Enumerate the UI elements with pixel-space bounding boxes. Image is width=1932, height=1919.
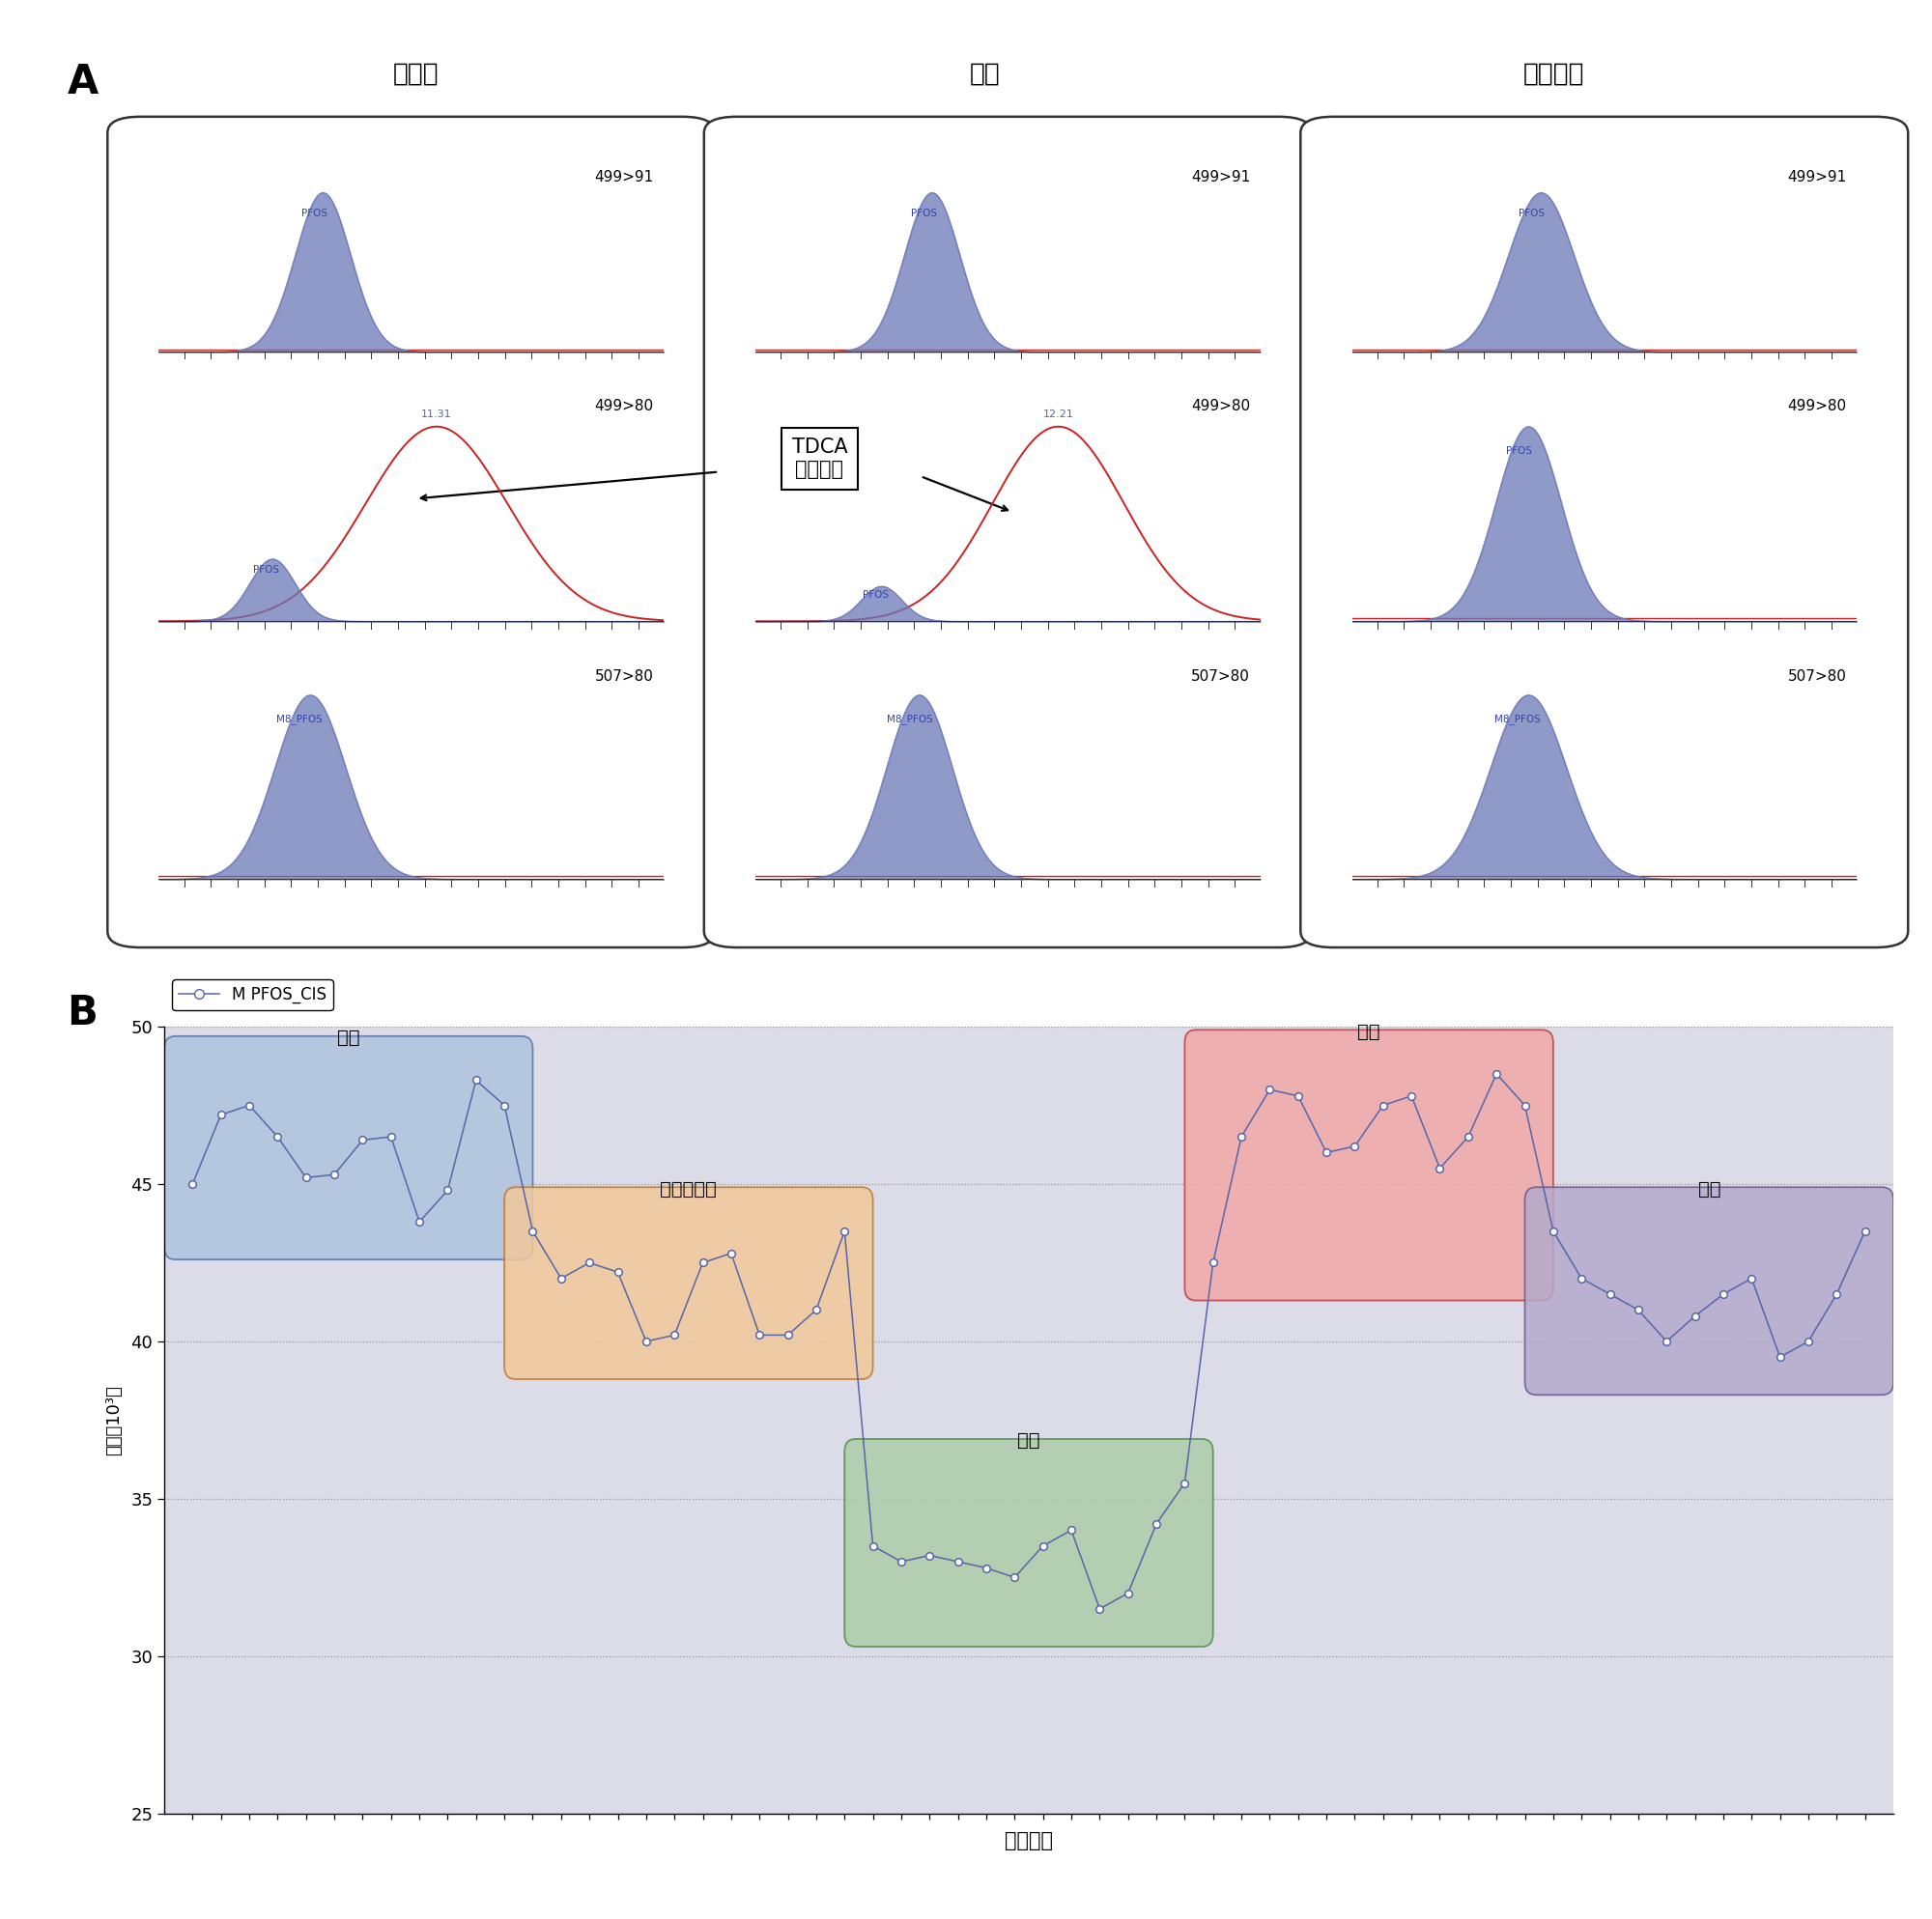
FancyBboxPatch shape	[1300, 117, 1909, 948]
Text: TDCA
干渉物質: TDCA 干渉物質	[792, 438, 848, 480]
Text: 腎臓: 腎臓	[1698, 1180, 1721, 1197]
Text: 牛肉: 牛肉	[1018, 1432, 1039, 1451]
FancyBboxPatch shape	[1184, 1031, 1553, 1301]
FancyBboxPatch shape	[164, 1036, 533, 1259]
Text: 11.31: 11.31	[421, 409, 452, 418]
Text: PFOS: PFOS	[1505, 445, 1532, 455]
Text: B: B	[68, 992, 99, 1032]
Text: 肝臓: 肝臓	[1358, 1023, 1379, 1040]
Text: 牛ひき肉: 牛ひき肉	[1522, 61, 1584, 86]
Text: PFOS: PFOS	[1519, 209, 1544, 219]
Text: 12.21: 12.21	[1043, 409, 1074, 418]
Text: 499>91: 499>91	[1787, 171, 1847, 184]
Text: 507>80: 507>80	[595, 670, 653, 683]
Text: M8_PFOS: M8_PFOS	[887, 714, 933, 723]
Text: 鶏卵: 鶏卵	[970, 61, 1001, 86]
Text: 499>80: 499>80	[1787, 399, 1847, 413]
Legend: M PFOS_CIS: M PFOS_CIS	[172, 979, 332, 1009]
Text: 507>80: 507>80	[1787, 670, 1847, 683]
FancyBboxPatch shape	[1524, 1188, 1893, 1395]
FancyBboxPatch shape	[844, 1439, 1213, 1647]
Text: サケ: サケ	[336, 1029, 359, 1048]
FancyBboxPatch shape	[504, 1188, 873, 1380]
Text: M8_PFOS: M8_PFOS	[1493, 714, 1540, 723]
Text: M8_PFOS: M8_PFOS	[276, 714, 323, 723]
Text: 499>91: 499>91	[1190, 171, 1250, 184]
X-axis label: サンプル: サンプル	[1005, 1831, 1053, 1852]
Text: ティラピア: ティラピア	[661, 1180, 717, 1197]
Text: 牛肝臓: 牛肝臓	[392, 61, 439, 86]
FancyBboxPatch shape	[703, 117, 1312, 948]
Text: 499>80: 499>80	[1190, 399, 1250, 413]
Text: PFOS: PFOS	[253, 566, 278, 576]
Text: 499>91: 499>91	[595, 171, 653, 184]
Text: A: A	[68, 61, 99, 102]
FancyBboxPatch shape	[108, 117, 715, 948]
Text: 507>80: 507>80	[1192, 670, 1250, 683]
Text: 499>80: 499>80	[595, 399, 653, 413]
Text: PFOS: PFOS	[301, 209, 328, 219]
Text: PFOS: PFOS	[862, 589, 889, 599]
Y-axis label: 面積（10³）: 面積（10³）	[104, 1386, 122, 1455]
Text: PFOS: PFOS	[910, 209, 937, 219]
